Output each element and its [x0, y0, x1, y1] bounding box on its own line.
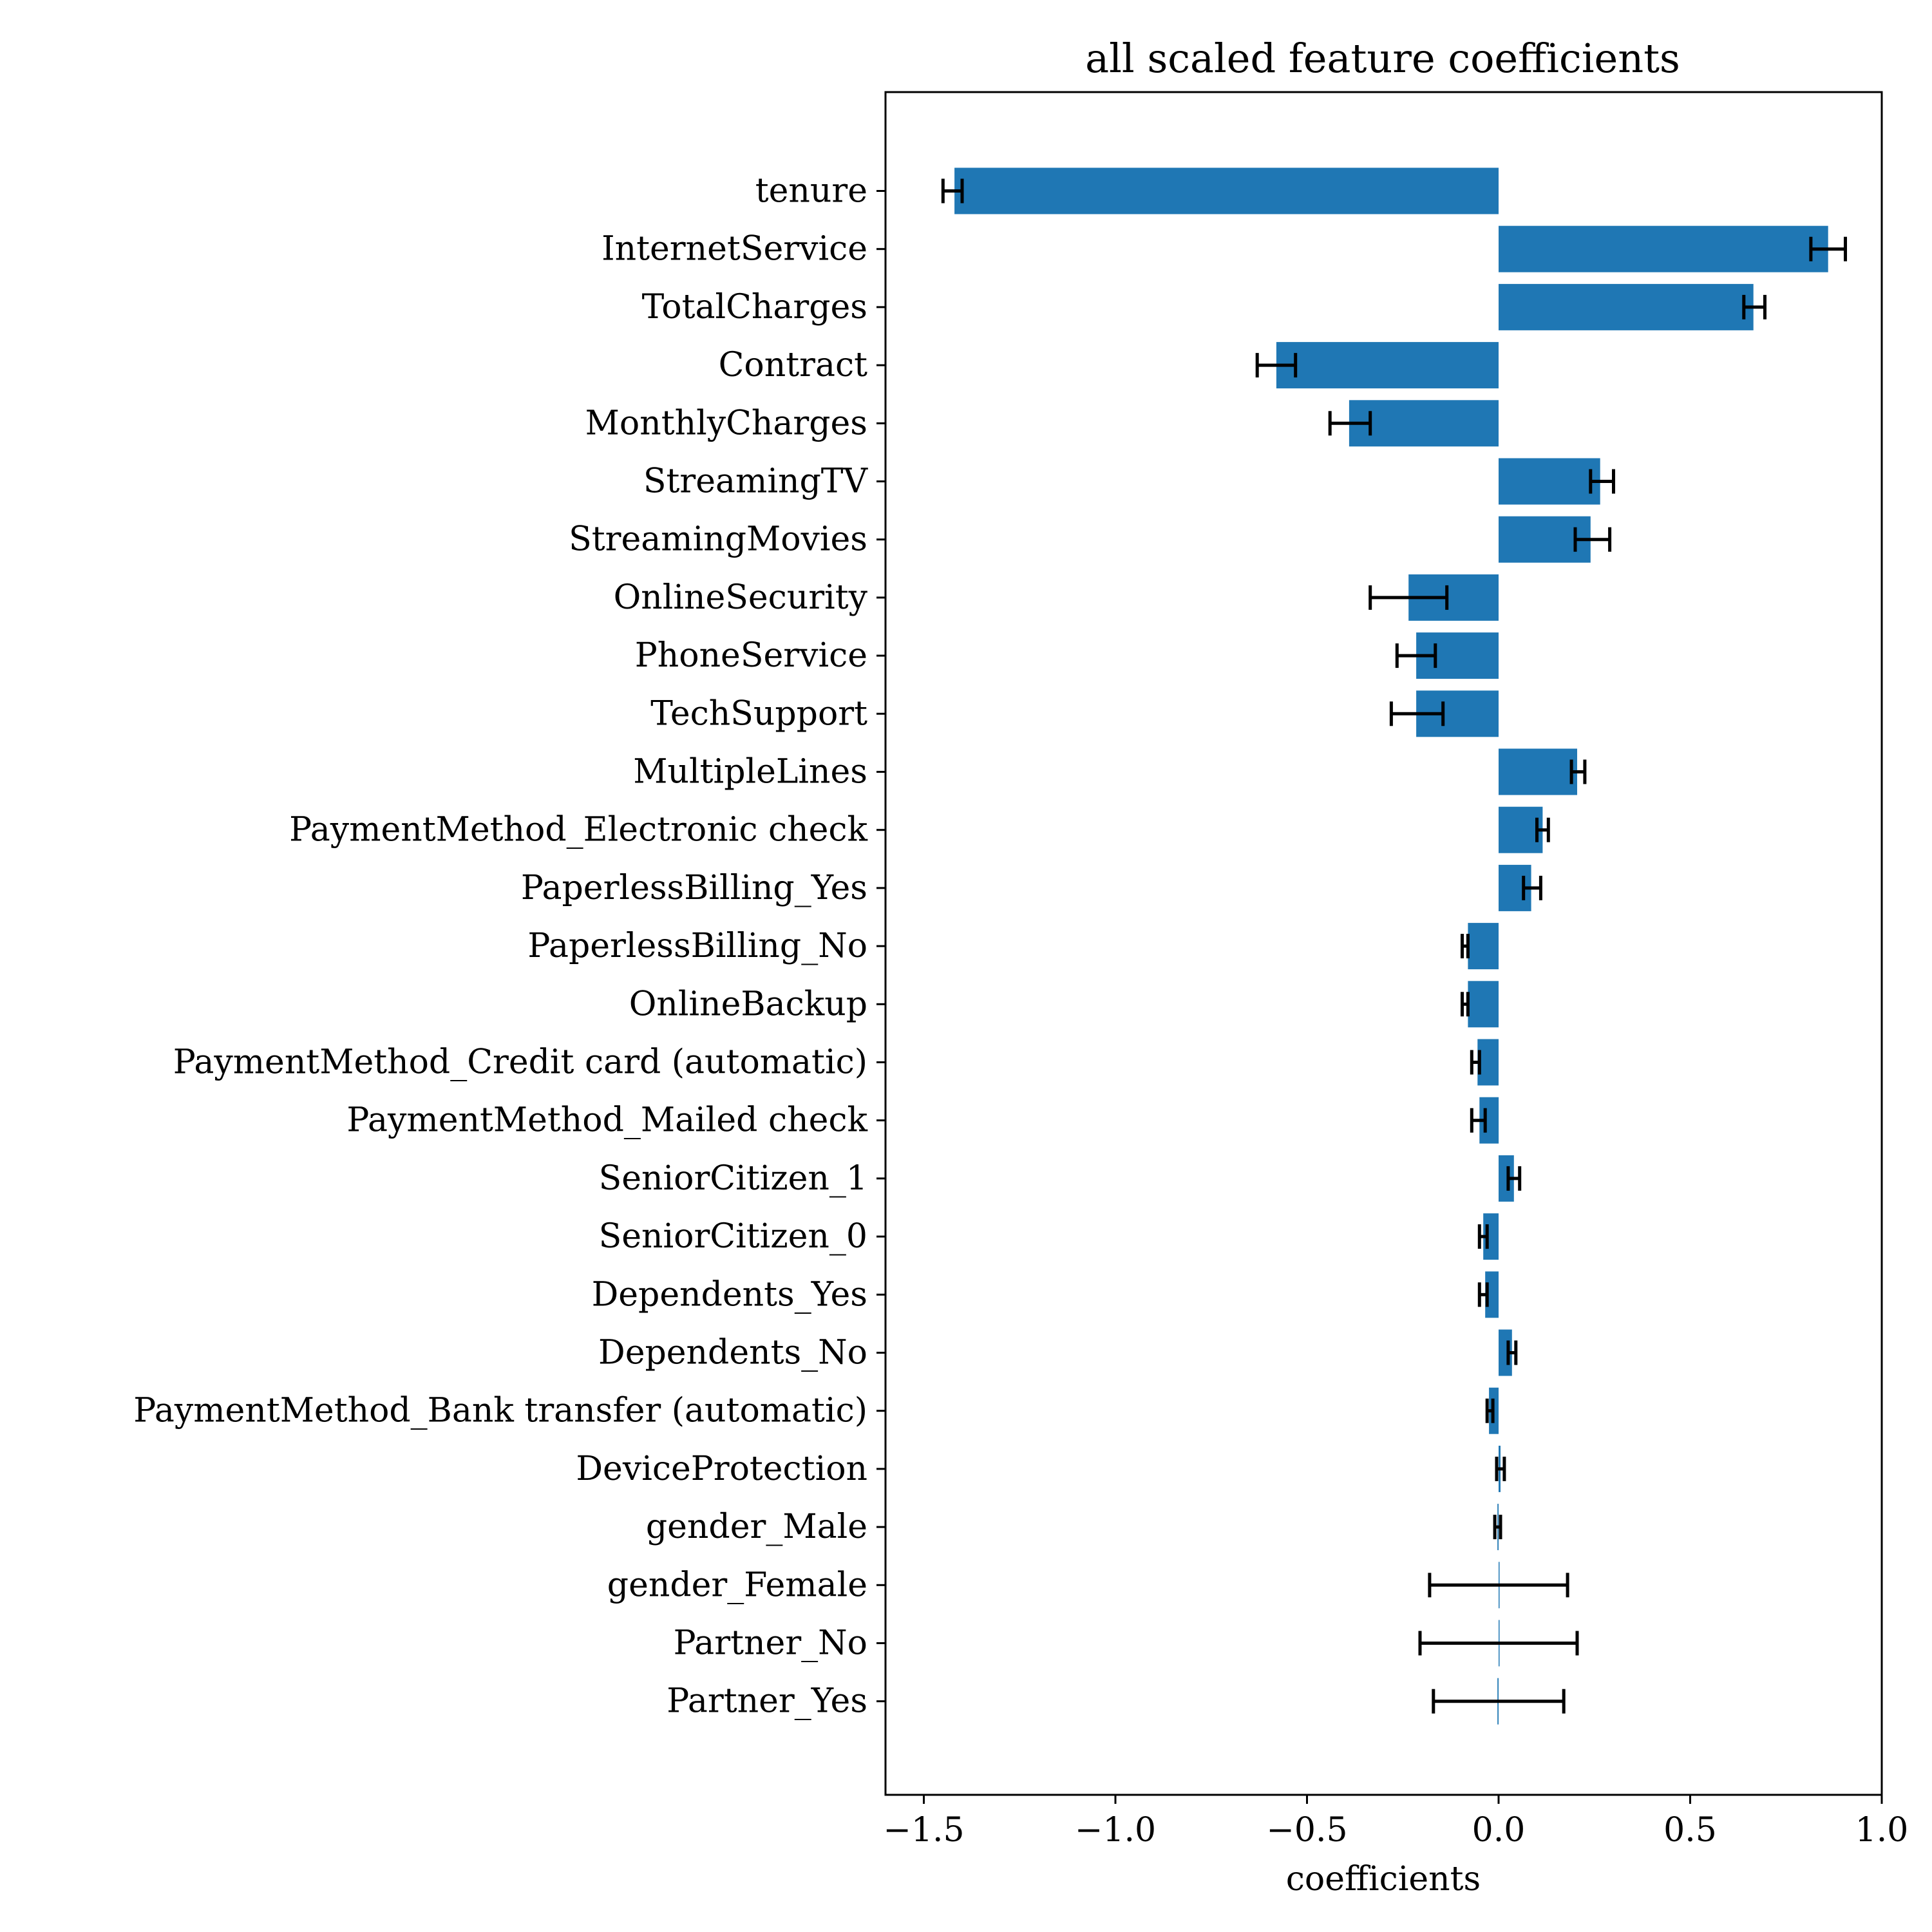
y-tick-label-2: TotalCharges: [642, 288, 867, 327]
errorbar-12: [1522, 875, 1542, 900]
x-tick-label-2: −0.5: [1266, 1811, 1347, 1850]
x-axis-ticks: −1.5 −1.0 −0.5 0.0 0.5 1.0: [883, 1795, 1908, 1850]
y-tick-label-25: Partner_No: [674, 1624, 867, 1663]
x-tick-label-1: −1.0: [1075, 1811, 1156, 1850]
errorbar-18: [1477, 1224, 1489, 1249]
errorbars-layer: [941, 178, 1847, 1714]
bar-17: [1499, 1155, 1514, 1202]
y-tick-label-19: Dependents_Yes: [592, 1275, 867, 1314]
errorbar-16: [1470, 1108, 1487, 1133]
bars-layer: [954, 167, 1828, 1725]
y-tick-label-16: PaymentMethod_Mailed check: [346, 1101, 867, 1140]
x-tick-label-3: 0.0: [1472, 1811, 1526, 1850]
errorbar-19: [1477, 1282, 1489, 1307]
errorbar-11: [1535, 817, 1550, 842]
y-tick-label-11: PaymentMethod_Electronic check: [289, 811, 867, 849]
errorbar-15: [1470, 1050, 1481, 1075]
y-tick-label-20: Dependents_No: [598, 1334, 867, 1372]
y-tick-label-7: OnlineSecurity: [614, 578, 868, 617]
y-tick-label-17: SeniorCitizen_1: [599, 1159, 867, 1198]
errorbar-2: [1742, 294, 1766, 319]
bar-2: [1499, 283, 1754, 330]
errorbar-21: [1485, 1398, 1495, 1423]
bar-5: [1499, 458, 1600, 505]
errorbar-17: [1506, 1166, 1522, 1191]
plot-frame: [884, 91, 1883, 1796]
chart-title: all scaled feature coefficients: [1085, 35, 1680, 82]
y-tick-label-23: gender_Male: [646, 1508, 867, 1546]
y-tick-label-4: MonthlyCharges: [585, 404, 867, 442]
y-tick-label-0: tenure: [755, 172, 867, 211]
y-tick-label-5: StreamingTV: [643, 462, 869, 501]
y-tick-label-10: MultipleLines: [633, 753, 867, 791]
errorbar-9: [1389, 701, 1445, 726]
y-tick-label-22: DeviceProtection: [576, 1450, 867, 1488]
bar-10: [1499, 748, 1577, 795]
bar-3: [1276, 342, 1499, 389]
y-tick-label-21: PaymentMethod_Bank transfer (automatic): [133, 1392, 867, 1430]
y-tick-label-18: SeniorCitizen_0: [599, 1217, 867, 1256]
y-tick-label-24: gender_Female: [607, 1566, 867, 1604]
errorbar-22: [1495, 1456, 1506, 1481]
y-tick-label-9: TechSupport: [650, 694, 867, 733]
y-axis-ticks: tenure InternetService TotalCharges Contrac…: [133, 172, 886, 1721]
bar-13: [1468, 923, 1499, 970]
y-tick-label-6: StreamingMovies: [569, 520, 867, 559]
errorbar-6: [1573, 527, 1612, 552]
y-tick-label-26: Partner_Yes: [667, 1682, 867, 1721]
bar-0: [954, 167, 1499, 214]
x-tick-label-5: 1.0: [1855, 1811, 1909, 1850]
y-tick-label-8: PhoneService: [635, 636, 867, 675]
errorbar-4: [1328, 411, 1372, 436]
errorbar-7: [1368, 585, 1449, 610]
errorbar-26: [1432, 1689, 1566, 1714]
y-tick-label-15: PaymentMethod_Credit card (automatic): [173, 1043, 867, 1082]
y-tick-label-13: PaperlessBilling_No: [527, 927, 867, 965]
errorbar-24: [1428, 1573, 1569, 1598]
errorbar-1: [1809, 236, 1847, 261]
y-tick-label-3: Contract: [719, 346, 867, 384]
errorbar-0: [941, 178, 964, 204]
bar-14: [1468, 981, 1499, 1028]
errorbar-10: [1569, 759, 1587, 784]
y-tick-label-1: InternetService: [601, 230, 867, 269]
y-tick-label-12: PaperlessBilling_Yes: [521, 869, 867, 907]
y-tick-label-14: OnlineBackup: [629, 985, 867, 1023]
errorbar-3: [1255, 353, 1298, 378]
errorbar-23: [1493, 1515, 1502, 1540]
bar-1: [1499, 225, 1828, 272]
errorbar-14: [1461, 992, 1470, 1017]
bar-4: [1349, 400, 1499, 447]
errorbar-20: [1506, 1340, 1518, 1365]
errorbar-25: [1418, 1631, 1579, 1656]
x-tick-label-0: −1.5: [883, 1811, 964, 1850]
x-axis-label: coefficients: [1286, 1860, 1481, 1899]
x-tick-label-4: 0.5: [1663, 1811, 1717, 1850]
errorbar-8: [1395, 643, 1437, 668]
errorbar-5: [1589, 469, 1615, 494]
errorbar-13: [1461, 934, 1470, 959]
